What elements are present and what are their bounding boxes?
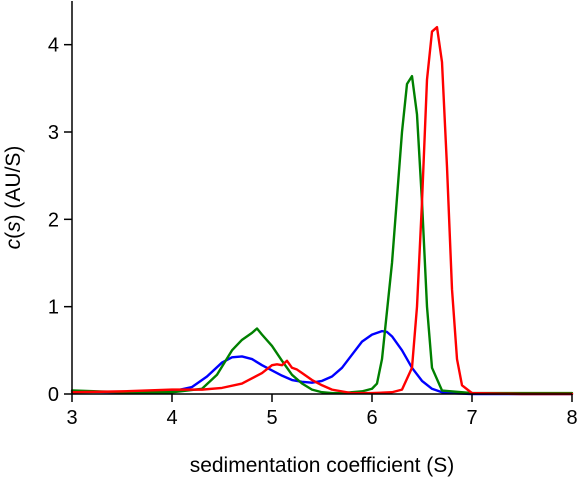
x-tick-label: 4: [166, 407, 177, 429]
y-tick-label: 0: [48, 384, 59, 406]
x-tick-label: 5: [266, 407, 277, 429]
y-axis-title-italic: c: [2, 238, 25, 249]
y-tick-label: 2: [48, 209, 59, 231]
x-tick-label: 6: [366, 407, 377, 429]
x-axis-title: sedimentation coefficient (S): [190, 454, 455, 477]
series-layer: [70, 26, 574, 396]
series-line-2: [70, 74, 574, 395]
y-axis-title-rest: ) (AU/S): [2, 146, 25, 222]
x-tick-label: 3: [66, 407, 77, 429]
y-tick-label: 1: [48, 297, 59, 319]
ticks-layer: 3 4 5 6 7 8 0 1 2 3 4: [48, 35, 578, 429]
axes-layer: [71, 1, 572, 395]
x-tick-label: 8: [566, 407, 577, 429]
y-tick-label: 3: [48, 122, 59, 144]
y-axis-title: c(s) (AU/S): [2, 146, 25, 250]
y-axis-title-var: s: [2, 221, 25, 232]
x-tick-label: 7: [466, 407, 477, 429]
series-line-3: [70, 26, 574, 396]
y-tick-label: 4: [48, 35, 59, 57]
y-axis-title-open: (: [2, 232, 25, 239]
